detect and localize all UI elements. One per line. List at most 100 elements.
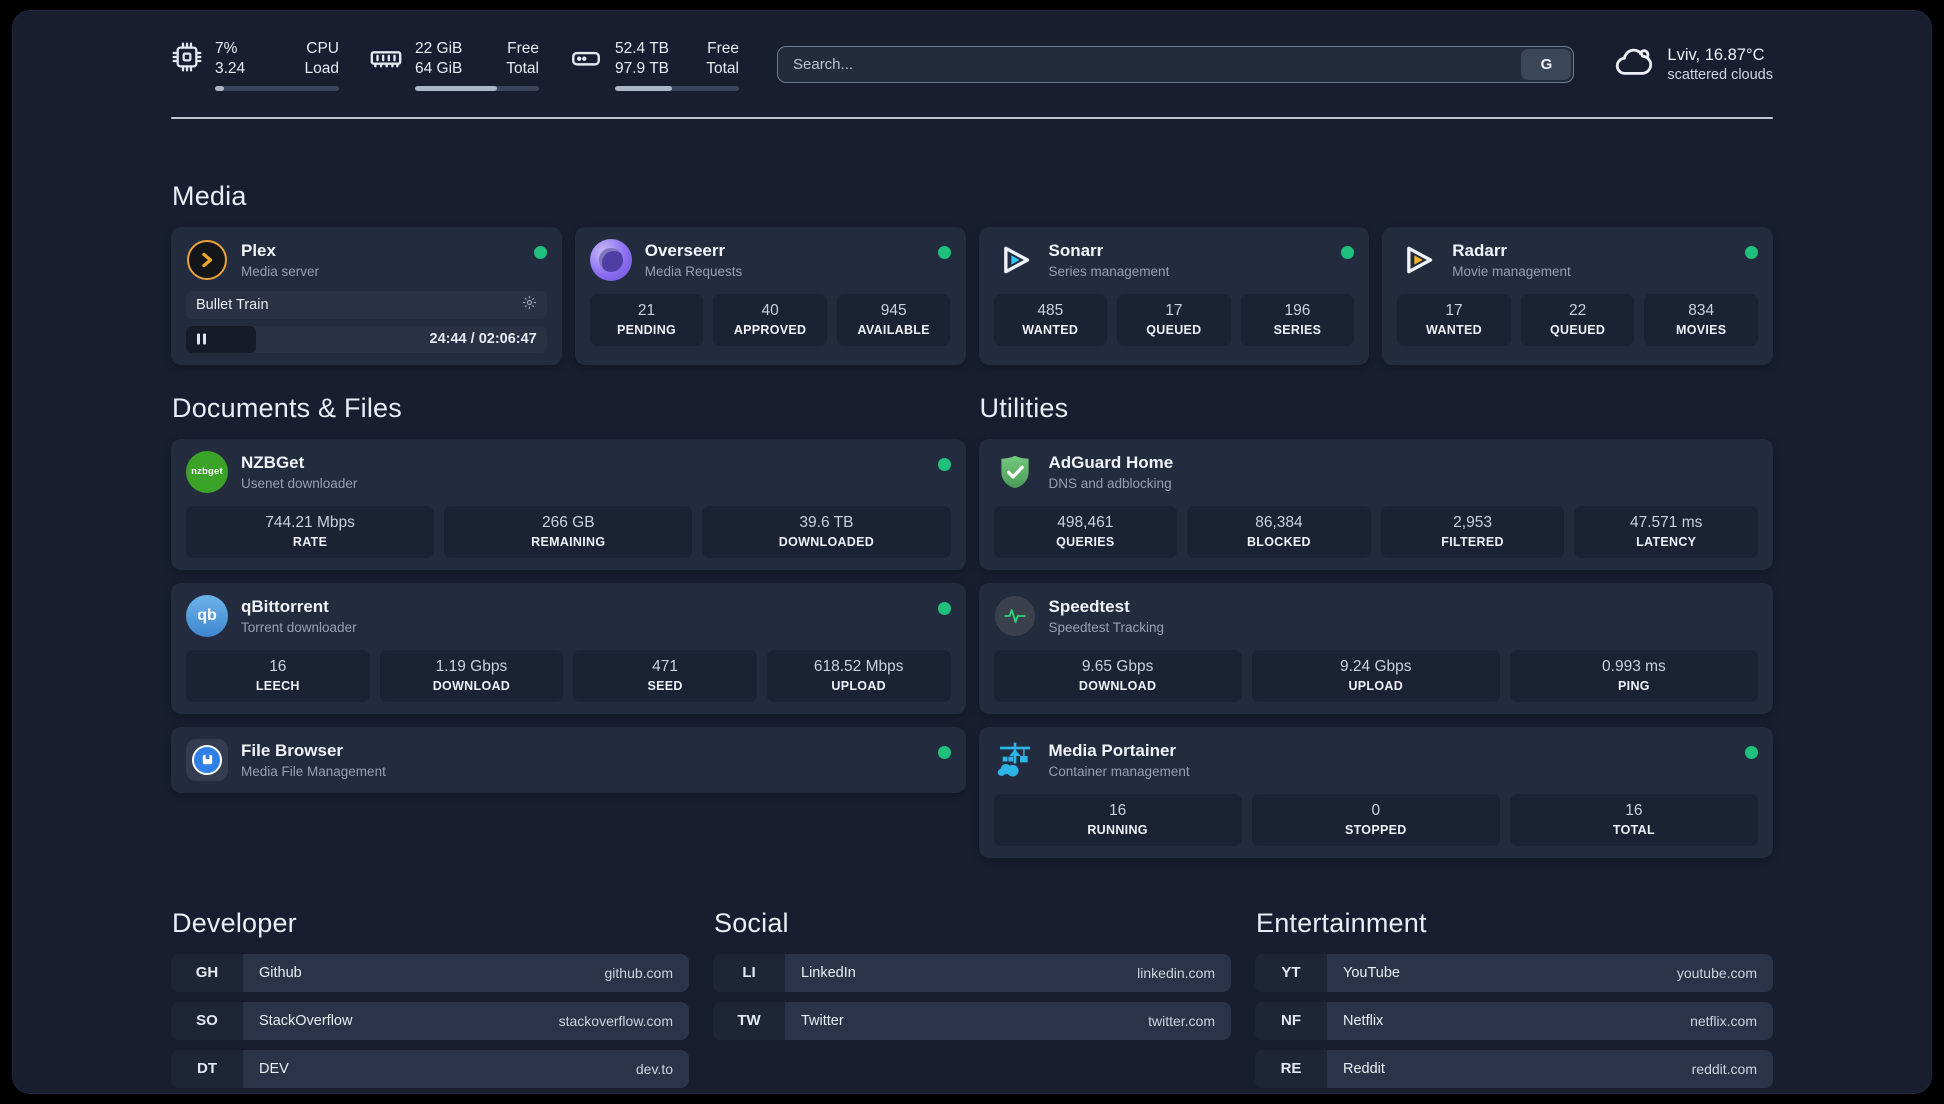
search-input[interactable]: [777, 46, 1575, 84]
gear-icon[interactable]: [522, 295, 537, 315]
stat-download: 1.19 Gbps DOWNLOAD: [379, 649, 564, 702]
cpu-percent: 7%: [215, 40, 238, 57]
stat-download: 9.65 Gbps DOWNLOAD: [993, 649, 1242, 702]
section-heading-media: Media: [172, 180, 247, 211]
stat-remaining: 266 GB REMAINING: [444, 505, 693, 558]
cpu-stat: 7% 3.24 CPU Load: [171, 39, 339, 91]
app-name: Overseerr: [644, 240, 726, 260]
stat-movies: 834 MOVIES: [1644, 293, 1758, 346]
app-name: Media Portainer: [1048, 740, 1177, 760]
weather-condition: scattered clouds: [1667, 67, 1773, 84]
app-name: File Browser: [241, 740, 344, 760]
app-subtitle: Container management: [1048, 763, 1190, 779]
section-heading-entertainment: Entertainment: [1256, 907, 1427, 938]
stat-rate: 744.21 Mbps RATE: [186, 505, 435, 558]
app-subtitle: Usenet downloader: [241, 475, 358, 491]
cpu-load-value: 3.24: [215, 60, 246, 78]
app-card-adguard[interactable]: AdGuard Home DNS and adblocking 498,461 Q…: [978, 438, 1773, 570]
pause-icon[interactable]: [197, 333, 206, 345]
link-twitter[interactable]: TW Twitter twitter.com: [713, 1001, 1231, 1040]
plex-icon: [186, 239, 228, 281]
disk-progress-bar: [615, 85, 739, 91]
stat-leech: 16 LEECH: [186, 649, 370, 702]
link-netflix[interactable]: NF Netflix netflix.com: [1255, 1001, 1773, 1040]
section-heading-documents: Documents & Files: [172, 392, 402, 423]
disk-total-value: 97.9 TB: [615, 60, 670, 78]
app-card-filebrowser[interactable]: File Browser Media File Management: [171, 726, 966, 793]
link-github[interactable]: GH Github github.com: [171, 953, 689, 992]
app-card-radarr[interactable]: Radarr Movie management 17 WANTED 22 QUEUE…: [1382, 226, 1773, 365]
link-stackoverflow[interactable]: SO StackOverflow stackoverflow.com: [171, 1001, 689, 1040]
stat-latency: 47.571 ms LATENCY: [1574, 505, 1758, 558]
cpu-label: CPU: [306, 40, 339, 57]
section-entertainment: Entertainment YT YouTube youtube.com NF N…: [1255, 908, 1773, 1088]
app-card-plex[interactable]: Plex Media server Bullet Train 24:44 / 0…: [171, 226, 562, 365]
app-subtitle: Media server: [241, 263, 320, 279]
qbittorrent-icon: qb: [186, 594, 228, 637]
app-subtitle: Speedtest Tracking: [1048, 619, 1165, 635]
search-engine-button[interactable]: G: [1521, 49, 1572, 81]
weather-location-temp: Lviv, 16.87°C: [1667, 46, 1765, 65]
top-bar: 7% 3.24 CPU Load: [171, 39, 1773, 91]
ram-progress-bar: [415, 85, 539, 91]
link-prefix: SO: [171, 1001, 243, 1040]
portainer-crane-icon: [994, 739, 1036, 781]
app-subtitle: Media File Management: [241, 763, 386, 779]
speedtest-pulse-icon: [994, 595, 1036, 637]
section-heading-utilities: Utilities: [979, 392, 1069, 423]
app-name: Sonarr: [1048, 240, 1104, 260]
app-name: Speedtest: [1048, 596, 1130, 616]
ram-stick-icon: [369, 41, 403, 80]
disk-stat: 52.4 TB 97.9 TB Free Total: [569, 39, 739, 91]
app-card-sonarr[interactable]: Sonarr Series management 485 WANTED 17 QUE…: [978, 226, 1370, 365]
app-name: NZBGet: [241, 452, 305, 472]
app-subtitle: DNS and adblocking: [1048, 475, 1172, 491]
playback-progress-bar[interactable]: 24:44 / 02:06:47: [186, 325, 547, 353]
app-name: Radarr: [1452, 240, 1508, 260]
stat-queries: 498,461 QUERIES: [993, 505, 1178, 558]
app-card-overseerr[interactable]: Overseerr Media Requests 21 PENDING 40 APP…: [574, 226, 966, 365]
link-prefix: GH: [171, 953, 243, 992]
link-prefix: TW: [713, 1001, 785, 1040]
status-online-dot: [533, 245, 547, 259]
cpu-chip-icon: [171, 41, 203, 78]
stat-filtered: 2,953 FILTERED: [1380, 505, 1565, 558]
section-documents: Documents & Files nzbget NZBGet Usenet d…: [171, 393, 966, 793]
app-subtitle: Series management: [1048, 263, 1170, 279]
app-card-speedtest[interactable]: Speedtest Speedtest Tracking 9.65 Gbps DO…: [978, 582, 1773, 714]
link-linkedin[interactable]: LI LinkedIn linkedin.com: [713, 953, 1231, 992]
stat-seed: 471 SEED: [573, 649, 757, 702]
ram-total-value: 64 GiB: [415, 60, 463, 78]
radarr-icon: [1397, 239, 1439, 281]
now-playing-title: Bullet Train: [196, 296, 269, 313]
stat-approved: 40 APPROVED: [713, 293, 827, 346]
link-prefix: NF: [1255, 1001, 1327, 1040]
app-name: qBittorrent: [241, 596, 329, 616]
stat-available: 945 AVAILABLE: [836, 293, 951, 346]
stat-queued: 17 QUEUED: [1117, 293, 1231, 346]
app-card-nzbget[interactable]: nzbget NZBGet Usenet downloader 744.21 M…: [171, 438, 966, 570]
playback-time: 24:44 / 02:06:47: [429, 331, 537, 348]
disk-total-label: Total: [706, 60, 739, 78]
section-media: Media Plex Media server Bullet Train: [171, 181, 1773, 365]
status-online-dot: [1745, 745, 1758, 759]
ram-stat: 22 GiB 64 GiB Free Total: [369, 39, 539, 91]
section-heading-developer: Developer: [172, 907, 297, 938]
status-online-dot: [1745, 245, 1758, 259]
app-name: AdGuard Home: [1048, 452, 1174, 472]
app-card-qbittorrent[interactable]: qb qBittorrent Torrent downloader 16 LEEC…: [171, 582, 966, 714]
status-online-dot: [1341, 245, 1355, 259]
filebrowser-icon: [186, 738, 228, 781]
stat-pending: 21 PENDING: [589, 293, 704, 346]
link-prefix: DT: [171, 1049, 243, 1088]
link-reddit[interactable]: RE Reddit reddit.com: [1255, 1049, 1773, 1088]
app-card-portainer[interactable]: Media Portainer Container management 16 R…: [978, 726, 1773, 858]
disk-free-label: Free: [707, 40, 739, 57]
link-dev-to[interactable]: DT DEV dev.to: [171, 1049, 689, 1088]
app-subtitle: Movie management: [1452, 263, 1571, 279]
search-bar: G: [777, 46, 1575, 84]
hard-drive-icon: [569, 41, 603, 80]
stat-wanted: 17 WANTED: [1397, 293, 1511, 346]
link-youtube[interactable]: YT YouTube youtube.com: [1255, 953, 1773, 992]
section-heading-social: Social: [714, 907, 789, 938]
